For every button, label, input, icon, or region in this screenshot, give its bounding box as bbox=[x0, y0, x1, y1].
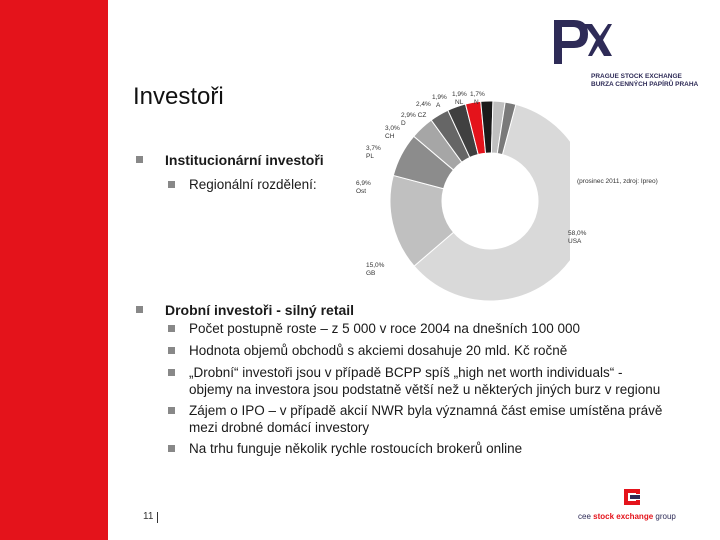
slide-title: Investoři bbox=[133, 83, 224, 110]
bullet-square-icon bbox=[168, 445, 175, 452]
slice-usa bbox=[413, 103, 570, 302]
bullet-square-icon bbox=[136, 156, 143, 163]
page-number-divider bbox=[157, 512, 158, 523]
red-side-bar bbox=[0, 0, 108, 540]
cee-logo-icon bbox=[624, 489, 640, 505]
label-pl: 3,7% PL bbox=[366, 145, 381, 160]
retail-sub-bullet: Na trhu funguje několik rychle rostoucíc… bbox=[168, 440, 522, 457]
label-ost: 6,9% Ost bbox=[356, 180, 371, 195]
region-donut-chart bbox=[389, 100, 570, 302]
retail-sub-bullet: Počet postupně roste – z 5 000 v roce 20… bbox=[168, 320, 580, 337]
logo-line-2: BURZA CENNÝCH PAPÍRŮ PRAHA bbox=[591, 81, 699, 88]
bullet-square-icon bbox=[136, 306, 143, 313]
label-usa: 58,0% USA bbox=[568, 230, 587, 245]
retail-sub-bullet-line: Na trhu funguje několik rychle rostoucíc… bbox=[189, 441, 523, 456]
retail-sub-bullet-line: objemy na investora jsou podstatně větší… bbox=[189, 382, 661, 397]
logo-text: PRAGUE STOCK EXCHANGE BURZA CENNÝCH PAPÍ… bbox=[591, 73, 698, 89]
retail-sub-bullet-text: Na trhu funguje několik rychle rostoucíc… bbox=[189, 440, 522, 457]
bullet-square-icon bbox=[168, 369, 175, 376]
label-gb: 15,0% GB bbox=[366, 262, 385, 277]
label-ch: 3,0% CH bbox=[385, 125, 400, 140]
retail-sub-bullet: „Drobní“ investoři jsou v případě BCPP s… bbox=[168, 364, 660, 398]
retail-sub-bullet-line: Hodnota objemů obchodů s akciemi dosahuj… bbox=[189, 343, 568, 358]
retail-sub-bullet-text: Zájem o IPO – v případě akcií NWR byla v… bbox=[189, 402, 662, 436]
retail-sub-bullet-line: Počet postupně roste – z 5 000 v roce 20… bbox=[189, 321, 581, 336]
bullet-square-icon bbox=[168, 407, 175, 414]
px-logo-icon bbox=[554, 20, 612, 64]
bullet-institutional-label: Institucionární investoři bbox=[165, 152, 324, 168]
retail-sub-bullet-line: „Drobní“ investoři jsou v případě BCPP s… bbox=[189, 365, 623, 380]
retail-sub-bullet: Zájem o IPO – v případě akcií NWR byla v… bbox=[168, 402, 662, 436]
slice-n bbox=[496, 101, 517, 156]
retail-sub-bullet-text: Hodnota objemů obchodů s akciemi dosahuj… bbox=[189, 342, 567, 359]
retail-sub-bullet-text: Počet postupně roste – z 5 000 v roce 20… bbox=[189, 320, 580, 337]
sub-bullet-regional-label: Regionální rozdělení: bbox=[189, 177, 317, 192]
label-nl: 1,9% NL bbox=[452, 91, 467, 106]
bullet-retail: Drobní investoři - silný retail bbox=[136, 302, 354, 318]
retail-sub-bullet-line: mezi drobné domácí investory bbox=[189, 420, 370, 435]
bullet-square-icon bbox=[168, 347, 175, 354]
bullet-square-icon bbox=[168, 325, 175, 332]
sub-bullet-regional: Regionální rozdělení: bbox=[168, 176, 317, 193]
label-a: 1,9% A bbox=[432, 94, 447, 109]
retail-sub-bullet: Hodnota objemů obchodů s akciemi dosahuj… bbox=[168, 342, 567, 359]
bullet-retail-label: Drobní investoři - silný retail bbox=[165, 302, 355, 318]
bullet-institutional: Institucionární investoři bbox=[136, 152, 324, 168]
retail-sub-bullet-text: „Drobní“ investoři jsou v případě BCPP s… bbox=[189, 364, 660, 398]
retail-sub-bullet-line: Zájem o IPO – v případě akcií NWR byla v… bbox=[189, 403, 663, 418]
logo-line-1: PRAGUE STOCK EXCHANGE bbox=[591, 73, 682, 80]
label-n: 1,7% N bbox=[470, 91, 485, 106]
page-number: 11 bbox=[143, 511, 154, 522]
cee-brand-text: cee stock exchange group bbox=[578, 512, 676, 521]
bullet-square-icon bbox=[168, 181, 175, 188]
chart-source-note: (prosinec 2011, zdroj: Ipreo) bbox=[577, 178, 658, 185]
label-d: 2,9% CZ D bbox=[401, 112, 427, 127]
label-cz: 2,4% bbox=[416, 101, 431, 108]
